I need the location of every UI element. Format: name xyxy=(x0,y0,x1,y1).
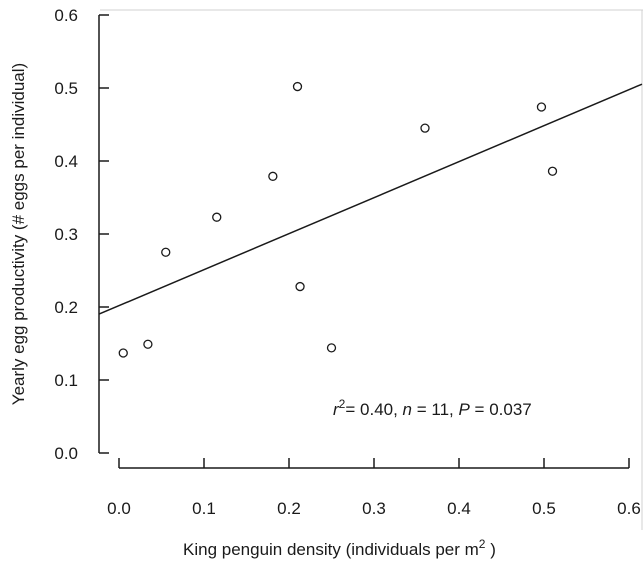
x-tick-label: 0.6 xyxy=(617,499,641,518)
x-tick-label: 0.3 xyxy=(362,499,386,518)
data-point-7 xyxy=(295,281,305,292)
x-tick-label: 0.1 xyxy=(192,499,216,518)
data-point-9 xyxy=(420,123,430,133)
n-value: = 11, xyxy=(412,400,458,419)
data-point-3 xyxy=(161,247,171,257)
r-symbol: r xyxy=(333,400,340,419)
p-symbol: P xyxy=(458,400,470,419)
y-tick-label: 0.1 xyxy=(54,371,78,390)
x-tick-label: 0.2 xyxy=(277,499,301,518)
y-tick-label: 0.4 xyxy=(54,152,78,171)
data-point-11 xyxy=(547,166,558,176)
x-axis-title: King penguin density (individuals per m2… xyxy=(183,537,496,559)
x-tick-label: 0.0 xyxy=(107,499,131,518)
data-point-6 xyxy=(292,81,303,92)
x-axis-title-end: ) xyxy=(485,540,495,559)
x-axis: 0.0 0.1 0.2 0.3 0.4 0.5 0.6 xyxy=(107,458,641,518)
y-tick-label: 0.2 xyxy=(54,298,78,317)
data-point-2 xyxy=(143,339,153,349)
x-axis-title-main: King penguin density (individuals per m xyxy=(183,540,479,559)
y-axis: 0.0 0.1 0.2 0.3 0.4 0.5 0.6 xyxy=(54,6,109,463)
data-points xyxy=(118,81,558,358)
n-symbol: n xyxy=(403,400,412,419)
y-tick-label: 0.5 xyxy=(54,79,78,98)
r-superscript: 2 xyxy=(339,397,346,411)
data-point-4 xyxy=(212,212,222,222)
regression-line xyxy=(98,83,643,315)
x-tick-label: 0.5 xyxy=(532,499,556,518)
data-point-10 xyxy=(536,102,547,112)
p-value: = 0.037 xyxy=(470,400,532,419)
x-tick-label: 0.4 xyxy=(447,499,471,518)
y-tick-label: 0.6 xyxy=(54,6,78,25)
data-point-1 xyxy=(118,348,128,358)
x-axis-title-sup: 2 xyxy=(479,537,486,551)
data-point-5 xyxy=(268,171,278,181)
r-value: = 0.40, xyxy=(345,400,402,419)
data-point-8 xyxy=(326,343,337,353)
y-tick-label: 0.0 xyxy=(54,444,78,463)
stats-annotation: r2= 0.40, n = 11, P = 0.037 xyxy=(333,397,532,419)
y-tick-label: 0.3 xyxy=(54,225,78,244)
y-axis-title: Yearly egg productivity (# eggs per indi… xyxy=(9,63,28,405)
